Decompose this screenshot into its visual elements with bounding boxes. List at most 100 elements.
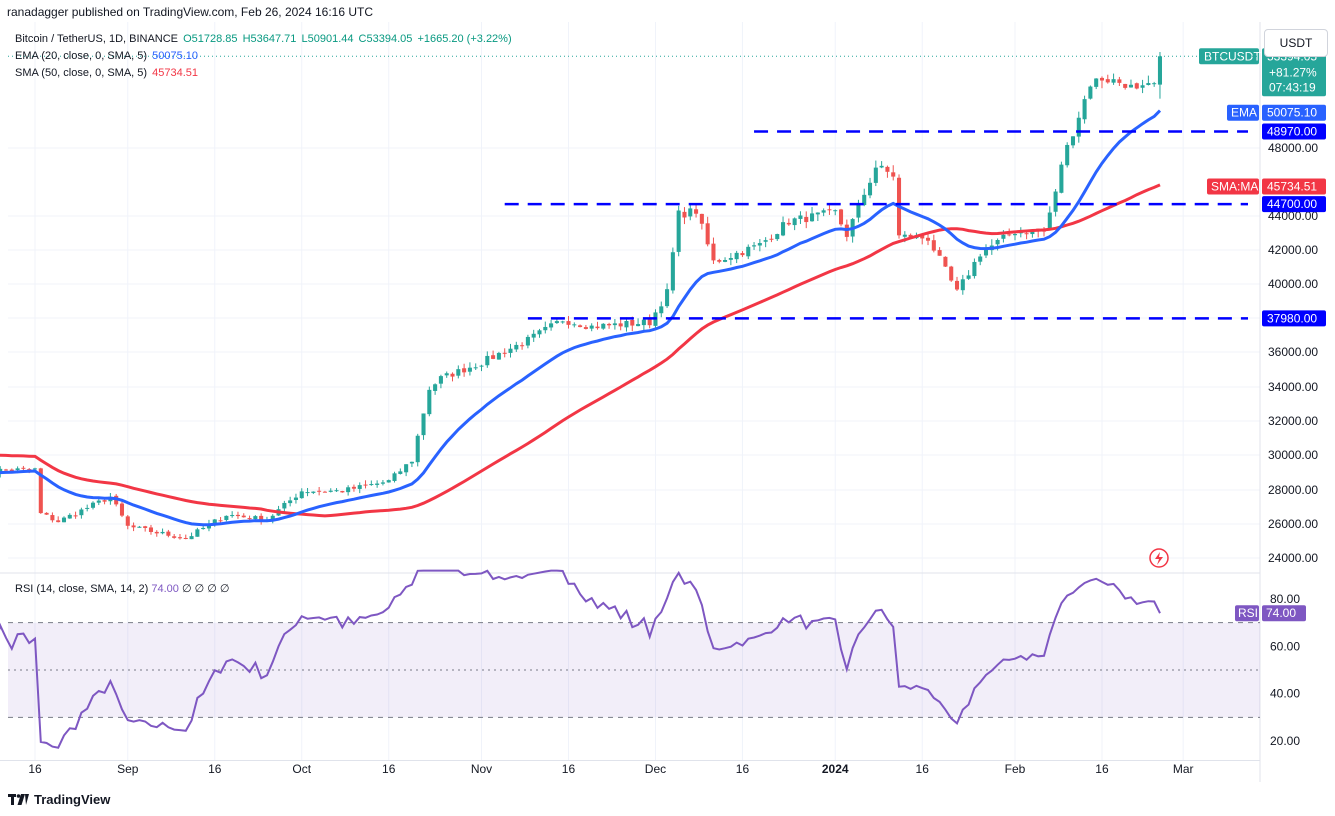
candle	[694, 204, 699, 218]
candle-body	[433, 384, 438, 391]
candle-body	[172, 536, 177, 538]
candle-body	[960, 279, 965, 291]
candle	[230, 511, 235, 518]
candle	[444, 371, 449, 378]
symbol-line: Bitcoin / TetherUS, 1D, BINANCE	[15, 33, 179, 45]
candle	[636, 318, 641, 327]
candle-body	[815, 212, 820, 215]
candle	[972, 258, 977, 279]
candle	[148, 524, 154, 535]
candle	[491, 350, 496, 360]
candle-body	[804, 216, 809, 223]
candle	[960, 274, 965, 295]
candle	[282, 500, 287, 512]
candle-body	[1117, 79, 1122, 83]
candle	[508, 343, 513, 358]
price-axis-label: 26000.00	[1268, 517, 1318, 531]
candle-body	[235, 514, 240, 517]
candle	[769, 234, 774, 243]
level-price-tag-bg	[1262, 310, 1326, 327]
candle	[688, 203, 693, 221]
candle-body	[798, 215, 803, 219]
candle-body	[717, 260, 722, 262]
candle-body	[143, 526, 148, 528]
candle-body	[195, 529, 200, 537]
candle-body	[421, 413, 426, 436]
candle-body	[1146, 83, 1151, 85]
candle-body	[647, 318, 652, 326]
candle	[357, 482, 362, 494]
candle-body	[1007, 234, 1012, 236]
candle	[305, 487, 310, 497]
candle	[943, 256, 948, 267]
rsi-line	[0, 569, 1161, 749]
candle-body	[154, 531, 159, 534]
candle-body	[775, 234, 780, 240]
price-axis-label: 28000.00	[1268, 483, 1318, 497]
candle-body	[885, 166, 890, 172]
candle	[647, 314, 652, 329]
candle	[311, 491, 316, 495]
price-axis-label: 48000.00	[1268, 141, 1318, 155]
candle	[676, 205, 681, 257]
candle-body	[891, 172, 896, 177]
tradingview-logo-icon	[8, 793, 29, 805]
time-axis: 16 Sep 16 Oct 16 Nov 16 Dec 16 2024 16 Feb 16 Mar	[28, 762, 1193, 776]
candle	[1140, 79, 1145, 94]
candle-body	[1065, 144, 1070, 166]
sma-legend[interactable]: SMA (50, close, 0, SMA, 5) 45734.51	[15, 67, 200, 79]
candle-body	[862, 194, 867, 206]
time-axis-label: 2024	[822, 762, 849, 776]
candle-body	[607, 323, 612, 326]
candle-body	[473, 367, 478, 369]
level-price-tag-text: 44700.00	[1267, 197, 1317, 211]
candle-body	[925, 237, 931, 241]
candle	[433, 383, 438, 395]
candle	[1059, 161, 1064, 194]
candle-body	[543, 326, 548, 331]
candle	[334, 488, 339, 492]
candle	[792, 217, 797, 231]
candle-body	[322, 491, 327, 493]
candle-body	[50, 515, 55, 521]
candle	[665, 283, 670, 308]
candle	[1065, 142, 1070, 168]
candle-body	[9, 469, 14, 472]
candle	[1047, 206, 1052, 230]
candle-body	[27, 469, 32, 471]
candle-body	[525, 336, 530, 346]
candle	[3, 468, 9, 471]
price-axis-label: 36000.00	[1268, 345, 1318, 359]
sma-name-tag-text: SMA:MA	[1211, 180, 1258, 194]
candle	[670, 247, 675, 294]
candle-body	[427, 389, 432, 415]
candles	[0, 51, 1162, 540]
candle	[409, 461, 414, 468]
candle-body	[995, 239, 1000, 245]
candle-body	[549, 323, 554, 328]
candle	[172, 534, 177, 539]
candle	[502, 348, 507, 358]
candle-body	[230, 515, 235, 517]
ema-legend[interactable]: EMA (20, close, 0, SMA, 5) 50075.10	[15, 50, 200, 62]
candle-body	[148, 527, 154, 532]
currency-button[interactable]: USDT	[1264, 29, 1328, 57]
candle-body	[589, 325, 594, 329]
candle-body	[32, 468, 38, 470]
tradingview-brand[interactable]: TradingView	[8, 792, 110, 807]
candle-body	[363, 484, 368, 486]
candle-body	[56, 520, 61, 523]
candle	[757, 239, 762, 252]
candle	[885, 165, 890, 178]
level-price-tag-text: 48970.00	[1267, 125, 1317, 139]
rsi-value-tag-text: 74.00	[1266, 606, 1296, 620]
candle	[1082, 95, 1087, 124]
candle	[572, 322, 577, 328]
candle	[195, 527, 200, 537]
candle-body	[288, 500, 293, 504]
candle	[392, 471, 397, 483]
candle-body	[1024, 233, 1029, 235]
candle-body	[624, 321, 629, 328]
rsi-legend[interactable]: RSI (14, close, SMA, 14, 2) 74.00 ∅ ∅ ∅ …	[15, 582, 229, 595]
candle	[119, 499, 125, 518]
